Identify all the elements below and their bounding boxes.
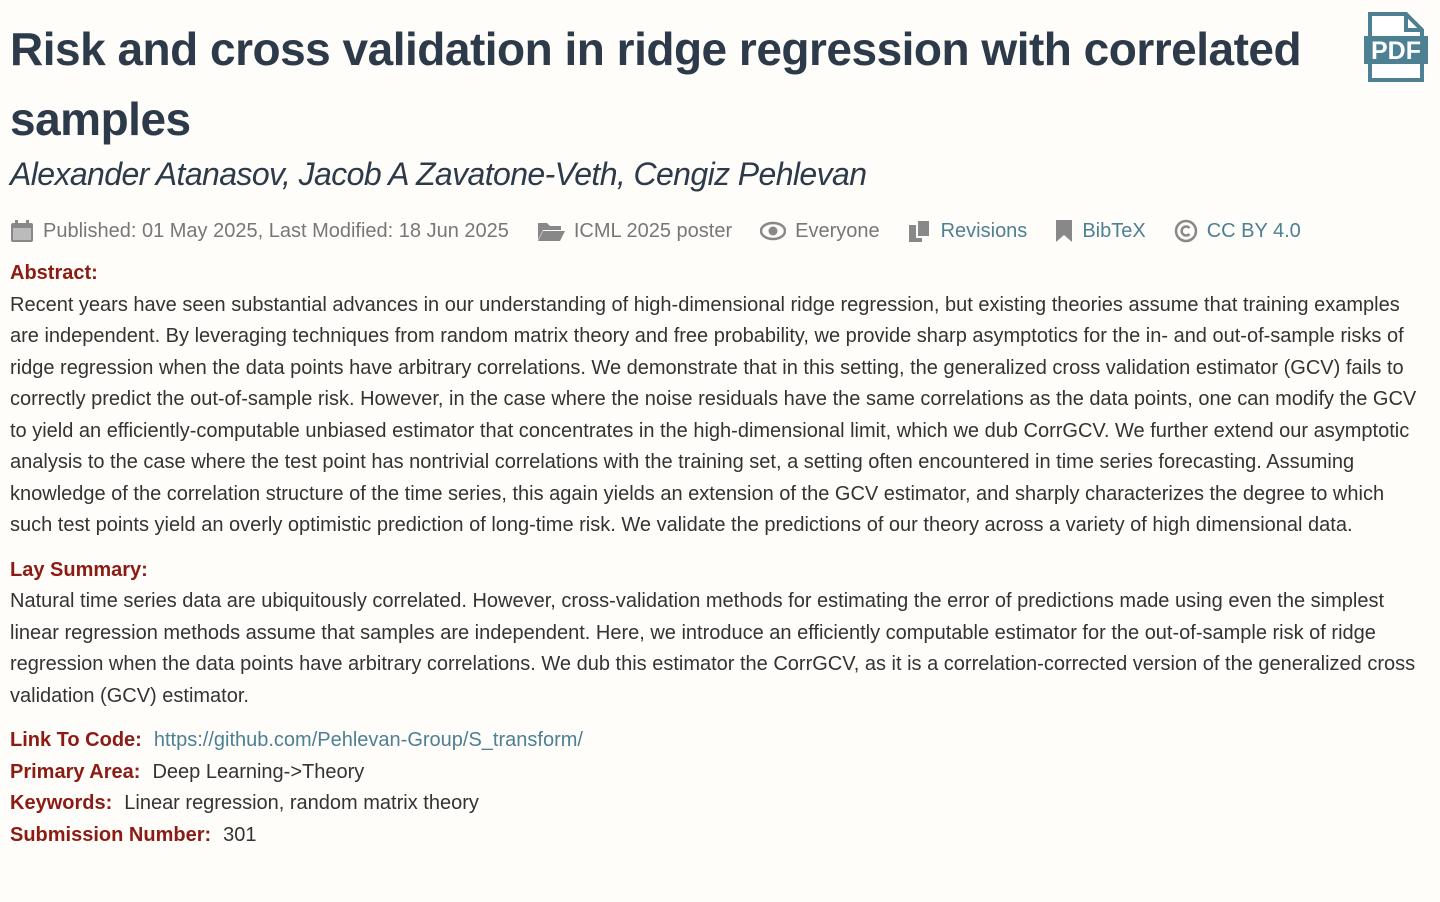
calendar-icon [11, 220, 33, 242]
field-value: 301 [223, 823, 257, 846]
eye-icon [760, 221, 787, 241]
venue-text: ICML 2025 poster [573, 219, 733, 242]
field-label: Submission Number: [10, 823, 212, 846]
readers-text: Everyone [795, 219, 880, 242]
title: Risk and cross validation in ridge regre… [10, 23, 1302, 145]
field-label: Keywords: [10, 792, 113, 814]
abstract: Abstract: Recent years have seen substan… [10, 258, 1430, 542]
bibtex[interactable]: BibTeX [1055, 219, 1146, 243]
revisions[interactable]: Revisions [908, 219, 1028, 243]
lay-summary: Lay Summary: Natural time series data ar… [10, 555, 1430, 713]
note: Risk and cross validation in ridge regre… [10, 0, 1430, 851]
dates: Published: 01 May 2025, Last Modified: 1… [10, 219, 509, 243]
folder-icon [537, 223, 565, 241]
field-value: Linear regression, random matrix theory [124, 792, 479, 814]
field-label: Link To Code: [10, 729, 142, 751]
copyright-icon [1174, 219, 1197, 243]
pdf-icon[interactable]: PDF [1364, 12, 1428, 84]
pdf-fold [1404, 14, 1422, 32]
license-link[interactable]: CC BY 4.0 [1206, 219, 1301, 242]
fields: Link To Code: https://github.com/Pehlevan… [10, 725, 1430, 851]
code-link[interactable]: https://github.com/Pehlevan-Group/S_tran… [153, 729, 583, 751]
revisions-link[interactable]: Revisions [940, 219, 1028, 242]
field-code: Link To Code: https://github.com/Pehlevan… [10, 725, 1430, 757]
dates-text: Published: 01 May 2025, Last Modified: 1… [43, 219, 509, 242]
bookmark-icon [1056, 220, 1073, 242]
bibtex-link[interactable]: BibTeX [1082, 219, 1146, 242]
pdf-text: PDF [1371, 37, 1421, 65]
lay-summary-text: Natural time series data are ubiquitousl… [10, 590, 1416, 707]
field-area: Primary Area: Deep Learning->Theory [10, 757, 1430, 789]
authors[interactable]: Alexander Atanasov, Jacob A Zavatone-Vet… [10, 156, 867, 192]
pdf-band [1364, 36, 1428, 64]
field-label: Primary Area: [10, 760, 141, 783]
abstract-text: Recent years have seen substantial advan… [10, 293, 1417, 537]
venue: ICML 2025 poster [537, 220, 732, 243]
meta-row: Published: 01 May 2025, Last Modified: 1… [10, 214, 1430, 248]
files-icon [908, 219, 931, 242]
abstract-label: Abstract: [10, 262, 98, 284]
field-number: Submission Number: 301 [10, 820, 1430, 852]
lay-summary-label: Lay Summary: [10, 558, 148, 581]
field-value: Deep Learning->Theory [152, 760, 365, 783]
license[interactable]: CC BY 4.0 [1174, 219, 1301, 243]
field-keywords: Keywords: Linear regression, random matri… [10, 788, 1430, 820]
readers: Everyone [760, 220, 880, 243]
